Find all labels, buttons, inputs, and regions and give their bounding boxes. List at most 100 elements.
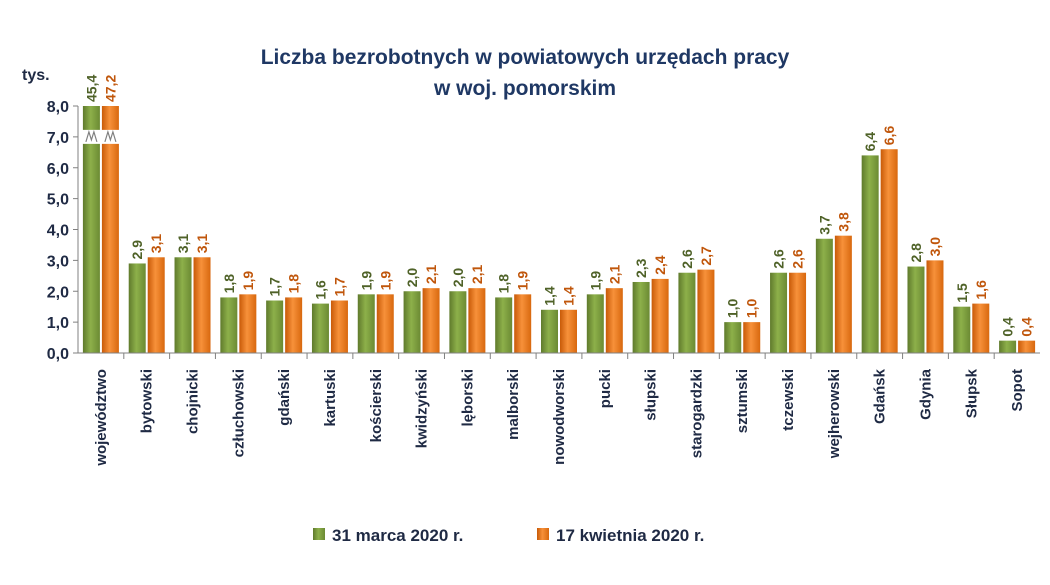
y-tick-label: 4,0: [47, 223, 69, 240]
x-tick-label: pucki: [597, 369, 614, 408]
bar-series-2: [330, 300, 348, 353]
data-label: 1,7: [331, 277, 347, 297]
x-axis: województwo bytowski chojnicki człuchowski g…: [78, 352, 1040, 467]
y-tick-label: 0,0: [47, 346, 69, 363]
chart-title-line1: Liczba bezrobotnych w powiatowych urzęda…: [261, 46, 790, 69]
bar-series-1: [586, 294, 604, 353]
data-label: 2,3: [633, 258, 649, 278]
data-label: 3,1: [148, 234, 164, 254]
legend-label-series-1: 31 marca 2020 r.: [332, 526, 463, 545]
bar-series-1: [999, 340, 1017, 353]
bar-series-1: [357, 294, 375, 353]
data-label: 2,0: [404, 268, 420, 288]
bar-series-2: [468, 288, 486, 353]
y-tick-label: 7,0: [47, 130, 69, 147]
y-axis: 0,0 1,0 2,0 3,0 4,0 5,0 6,0 7,0 8,0: [47, 99, 79, 363]
bar-series-2: [285, 297, 303, 353]
data-label: 2,9: [129, 240, 145, 260]
y-tick-label: 5,0: [47, 192, 69, 209]
x-tick-label: Sopot: [1009, 369, 1026, 412]
data-label: 1,6: [312, 280, 328, 300]
bar-series-2: [147, 257, 165, 353]
bar-series-1: [220, 297, 238, 353]
chart-title-line2: w woj. pomorskim: [433, 77, 616, 100]
x-tick-label: gdański: [276, 369, 293, 426]
x-tick-label: bytowski: [139, 369, 156, 433]
data-label: 2,4: [652, 255, 668, 275]
bar-series-2: [239, 294, 257, 353]
data-label: 0,4: [1000, 317, 1016, 337]
axis-break-mark: [85, 129, 98, 143]
legend: 31 marca 2020 r. 17 kwietnia 2020 r.: [313, 526, 704, 545]
x-tick-label: malborski: [505, 369, 522, 440]
bar-series-2: [605, 288, 623, 353]
data-label: 3,8: [835, 212, 851, 232]
data-label: 2,1: [423, 264, 439, 284]
data-label: 1,9: [587, 271, 603, 291]
bar-series-2: [376, 294, 394, 353]
y-unit-label: tys.: [22, 67, 50, 84]
bar-series-2: [697, 269, 715, 353]
data-label: 1,7: [267, 277, 283, 297]
x-tick-label: Słupsk: [963, 368, 980, 418]
bar-series-2: [651, 278, 669, 353]
y-tick-label: 1,0: [47, 315, 69, 332]
data-label: 1,6: [973, 280, 989, 300]
data-label: 2,0: [450, 268, 466, 288]
bar-series-1: [266, 300, 284, 353]
data-label: 6,6: [881, 126, 897, 146]
x-tick-label: człuchowski: [230, 369, 247, 457]
bar-series-2: [514, 294, 532, 353]
bar-series-1: [678, 272, 696, 353]
x-tick-label: tczewski: [780, 369, 797, 431]
y-tick-label: 3,0: [47, 253, 69, 270]
bar-series-2: [193, 257, 211, 353]
data-label: 0,4: [1019, 317, 1035, 337]
x-tick-label: lęborski: [459, 369, 476, 427]
data-label: 47,2: [102, 75, 118, 102]
data-label: 2,6: [679, 249, 695, 269]
y-tick-label: 2,0: [47, 284, 69, 301]
bar-series-2: [789, 272, 807, 353]
x-tick-label: wejherowski: [826, 369, 843, 459]
x-tick-label: kartuski: [322, 369, 339, 427]
data-labels-group: 45,4 47,22,9 3,1 3,1 3,11,8 1,9 1,7 1,8 1,6 1,7 1,…: [83, 75, 1034, 337]
data-label: 1,8: [496, 274, 512, 294]
x-tick-label: Gdańsk: [872, 368, 889, 424]
bar-series-2: [972, 303, 990, 353]
legend-swatch-series-2: [537, 528, 549, 540]
data-label: 1,0: [744, 298, 760, 318]
data-label: 1,8: [286, 274, 302, 294]
data-label: 3,7: [816, 215, 832, 235]
data-label: 3,1: [175, 234, 191, 254]
data-label: 1,8: [221, 274, 237, 294]
bar-series-1: [82, 106, 100, 353]
x-tick-label: kościerski: [368, 369, 385, 442]
axis-break-mark: [104, 129, 117, 143]
x-tick-label: słupski: [643, 369, 660, 421]
x-tick-label: chojnicki: [185, 369, 202, 434]
data-label: 2,6: [771, 249, 787, 269]
bar-series-1: [724, 322, 742, 353]
bar-series-2: [834, 235, 852, 353]
bar-series-1: [495, 297, 513, 353]
data-label: 6,4: [862, 132, 878, 152]
data-label: 2,8: [908, 243, 924, 263]
legend-label-series-2: 17 kwietnia 2020 r.: [556, 526, 704, 545]
bar-series-1: [861, 155, 879, 353]
bar-series-1: [953, 306, 971, 353]
data-label: 1,4: [561, 286, 577, 306]
data-label: 1,4: [542, 286, 558, 306]
data-label: 1,9: [377, 271, 393, 291]
x-tick-label: nowodworski: [551, 369, 568, 465]
bar-series-2: [101, 106, 119, 353]
data-label: 1,0: [725, 298, 741, 318]
data-label: 1,9: [515, 271, 531, 291]
data-label: 45,4: [83, 75, 99, 102]
data-label: 3,0: [927, 237, 943, 257]
bar-series-1: [403, 291, 421, 353]
bar-series-2: [422, 288, 440, 353]
data-label: 2,1: [606, 264, 622, 284]
bar-series-1: [632, 281, 650, 353]
